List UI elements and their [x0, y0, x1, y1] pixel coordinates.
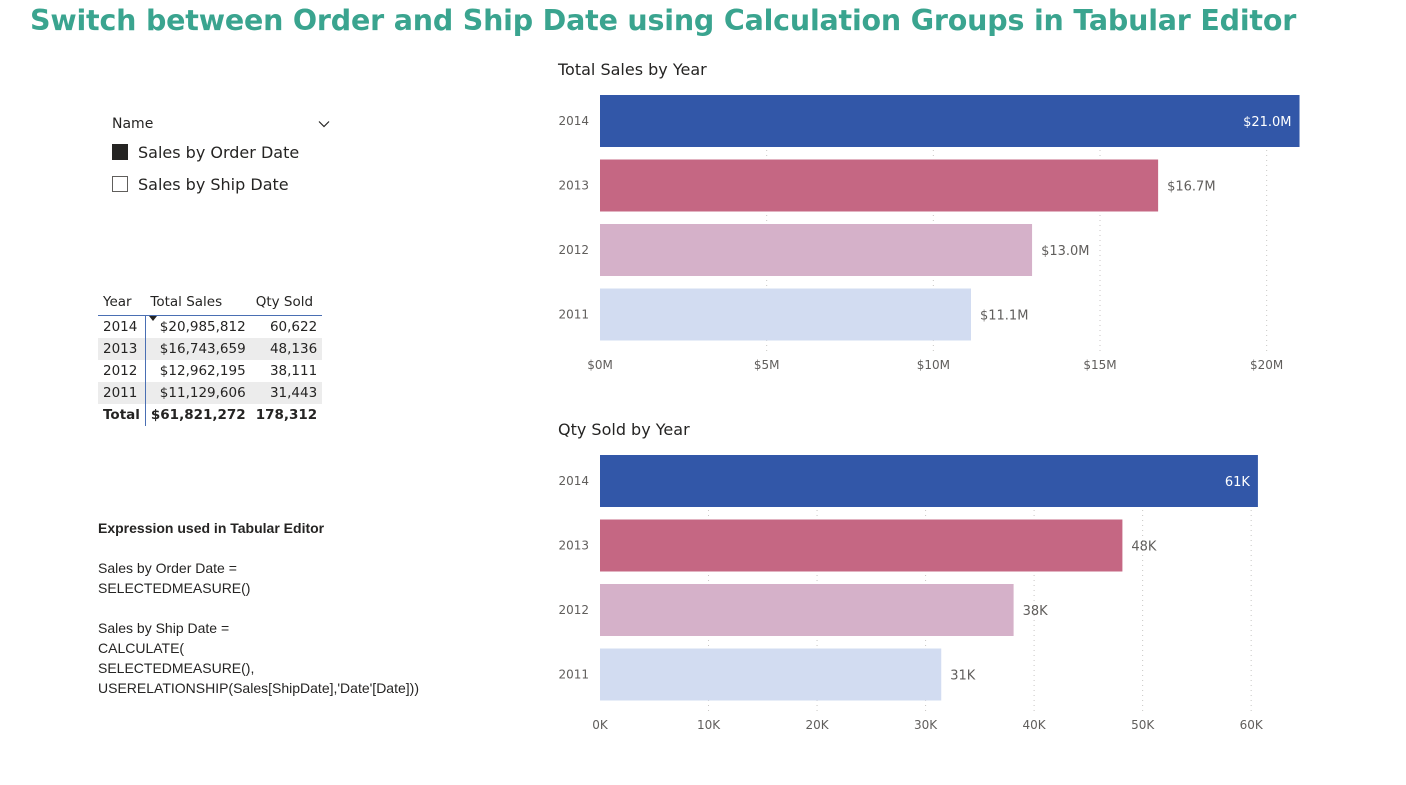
column-header-total-sales[interactable]: Total Sales	[145, 287, 251, 321]
checkbox-order-date[interactable]	[112, 144, 128, 160]
slicer-item-label: Sales by Order Date	[138, 142, 300, 162]
chart-title: Total Sales by Year	[558, 60, 707, 79]
cell-year: 2013	[98, 338, 146, 360]
cell-total-sales: $12,962,195	[159, 363, 246, 379]
data-label: $13.0M	[1041, 244, 1089, 259]
table-row: 2013 $16,743,659 48,136	[98, 338, 323, 360]
x-tick-label: 30K	[914, 718, 938, 732]
bar-2012[interactable]	[600, 224, 1033, 276]
y-category-label: 2013	[558, 539, 589, 553]
column-header-qty-sold[interactable]: Qty Sold	[250, 287, 323, 316]
slicer-header-label: Name	[112, 116, 154, 132]
cell-total-sales: $61,821,272	[150, 407, 246, 423]
x-tick-label: 50K	[1131, 718, 1155, 732]
expression-line: SELECTEDMEASURE(),	[98, 660, 255, 676]
total-sales-chart: Total Sales by Year $0M $5M $10M $15M $20M 20…	[550, 58, 1310, 372]
ship-date-expression: Sales by Ship Date = CALCULATE( SELECTED…	[98, 618, 419, 698]
y-category-label: 2012	[558, 603, 589, 617]
x-tick-label: $10M	[917, 358, 950, 372]
data-label: $16.7M	[1167, 180, 1215, 195]
y-category-label: 2014	[558, 474, 589, 488]
sales-table: Year Total Sales Qty Sold 2014 $20,985,8…	[98, 287, 323, 426]
y-category-label: 2012	[558, 243, 589, 257]
expression-line: Sales by Order Date =	[98, 560, 237, 576]
slicer-header[interactable]: Name	[112, 112, 334, 136]
expression-textbox: Expression used in Tabular Editor Sales …	[98, 518, 419, 698]
bar-2013[interactable]	[600, 159, 1159, 212]
x-tick-label: $5M	[754, 358, 780, 372]
qty-sold-bar-chart: 0K 10K 20K 30K 40K 50K 60K 2014 61K 2013 48K 2012 38…	[558, 455, 1264, 732]
cell-qty-sold: 60,622	[269, 319, 318, 335]
y-category-label: 2014	[558, 114, 589, 128]
x-tick-label: 60K	[1240, 718, 1264, 732]
cell-total-sales: $20,985,812	[159, 319, 246, 335]
qty-sold-chart: Qty Sold by Year 0K 10K 20K 30K 40K 50K 60K 201…	[550, 418, 1310, 732]
data-label: 38K	[1023, 604, 1049, 619]
x-tick-label: 10K	[697, 718, 721, 732]
data-label: $11.1M	[980, 309, 1028, 324]
y-category-label: 2011	[558, 308, 589, 322]
sort-descending-icon	[149, 316, 158, 321]
x-tick-label: $15M	[1083, 358, 1116, 372]
expression-heading: Expression used in Tabular Editor	[98, 520, 325, 536]
cell-qty-sold: 31,443	[250, 382, 323, 404]
slicer-item-label: Sales by Ship Date	[138, 174, 289, 194]
column-header-year[interactable]: Year	[98, 287, 146, 316]
slicer-item-ship-date[interactable]: Sales by Ship Date	[112, 168, 334, 200]
name-slicer: Name Sales by Order Date Sales by Ship D…	[112, 112, 334, 200]
bar-2011[interactable]	[600, 288, 971, 341]
cell-qty-sold: 48,136	[250, 338, 323, 360]
slicer-item-order-date[interactable]: Sales by Order Date	[112, 136, 334, 168]
chevron-down-icon[interactable]	[318, 118, 330, 130]
bar-2012[interactable]	[600, 584, 1014, 636]
table-row: 2014 $20,985,812 60,622	[98, 315, 322, 338]
data-label: $21.0M	[1243, 115, 1291, 130]
data-label: 31K	[950, 669, 976, 684]
x-tick-label: $20M	[1250, 358, 1283, 372]
column-header-label: Total Sales	[150, 294, 223, 310]
expression-line: CALCULATE(	[98, 640, 185, 656]
bar-2013[interactable]	[600, 519, 1123, 572]
cell-year: 2012	[98, 360, 146, 382]
page-title: Switch between Order and Ship Date using…	[30, 4, 1297, 37]
y-category-label: 2013	[558, 179, 589, 193]
expression-line: Sales by Ship Date =	[98, 620, 230, 636]
total-sales-bar-chart: $0M $5M $10M $15M $20M 2014 $21.0M 2013 $16.7M 20…	[558, 95, 1300, 372]
data-label: 48K	[1131, 540, 1157, 555]
table-row: 2012 $12,962,195 38,111	[98, 360, 322, 382]
y-category-label: 2011	[558, 668, 589, 682]
x-tick-label: 0K	[592, 718, 609, 732]
bar-2014[interactable]	[600, 95, 1300, 147]
data-label: 61K	[1225, 475, 1251, 490]
cell-total-qty: 178,312	[255, 407, 318, 423]
x-tick-label: 40K	[1023, 718, 1047, 732]
x-tick-label: $0M	[587, 358, 613, 372]
cell-total-label: Total	[98, 404, 146, 426]
table-total-row: Total $61,821,272 178,312	[98, 404, 322, 426]
expression-line: SELECTEDMEASURE()	[98, 580, 251, 596]
cell-year: 2014	[98, 315, 146, 338]
chart-title: Qty Sold by Year	[558, 420, 690, 439]
expression-line: USERELATIONSHIP(Sales[ShipDate],'Date'[D…	[98, 680, 419, 696]
cell-total-sales: $11,129,606	[145, 382, 251, 404]
cell-total-sales: $16,743,659	[145, 338, 251, 360]
order-date-expression: Sales by Order Date = SELECTEDMEASURE()	[98, 558, 419, 598]
cell-year: 2011	[98, 382, 146, 404]
x-tick-label: 20K	[805, 718, 829, 732]
bar-2014[interactable]	[600, 455, 1258, 507]
table-row: 2011 $11,129,606 31,443	[98, 382, 323, 404]
cell-qty-sold: 38,111	[269, 363, 318, 379]
checkbox-ship-date[interactable]	[112, 176, 128, 192]
bar-2011[interactable]	[600, 648, 942, 701]
